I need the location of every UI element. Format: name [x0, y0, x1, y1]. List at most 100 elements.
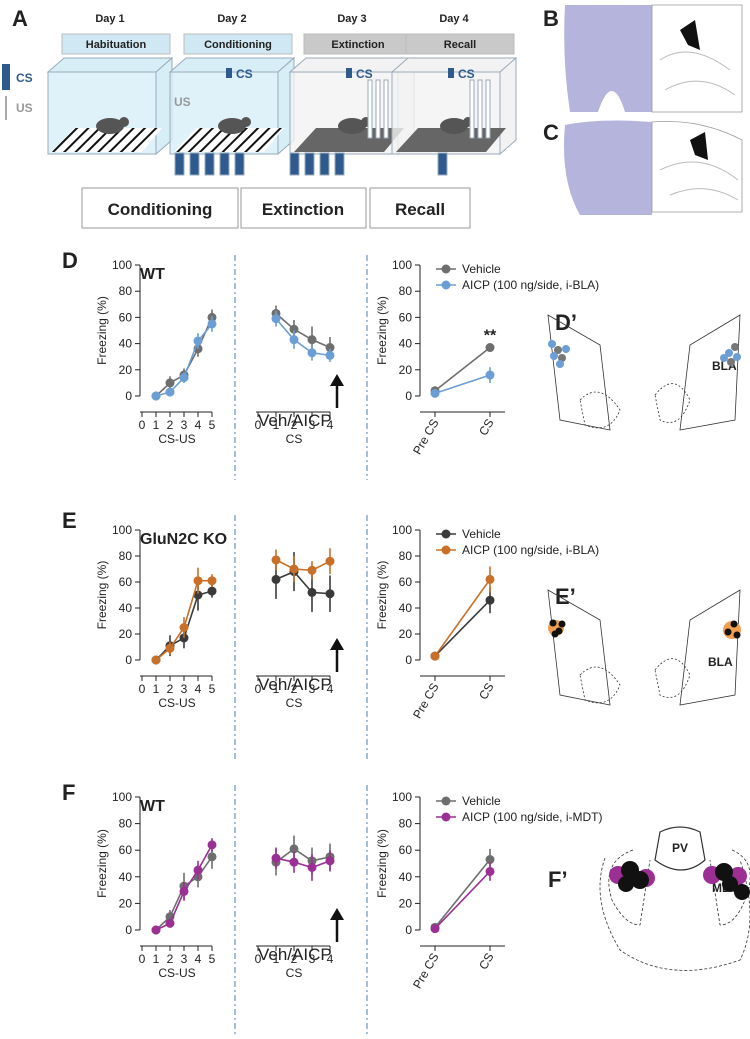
- session-box: [81, 187, 239, 229]
- y-tick-label: 60: [119, 575, 133, 589]
- y-tick-label: 80: [119, 549, 133, 563]
- wall-insert: [383, 79, 389, 139]
- y-tick-label: 20: [119, 896, 133, 910]
- day-label: Day 2: [217, 13, 246, 25]
- data-point: [179, 886, 189, 896]
- mouse: [218, 118, 246, 134]
- x-tick-label: 1: [273, 952, 280, 966]
- cs-tag: CS: [356, 67, 373, 81]
- panel-label: C: [543, 120, 559, 145]
- phase-label: Conditioning: [204, 39, 272, 51]
- x-tick-label: 2: [167, 952, 174, 966]
- placements: [548, 340, 741, 368]
- data-point: [307, 862, 317, 872]
- x-axis-label: CS-US: [158, 696, 195, 710]
- data-point: [289, 844, 299, 854]
- data-point: [485, 855, 495, 865]
- legend-label: US: [16, 101, 33, 115]
- y-tick-label: 80: [399, 549, 413, 563]
- data-point: [193, 865, 203, 875]
- x-tick-label: 4: [327, 418, 334, 432]
- y-axis-label: Freezing (%): [95, 829, 109, 898]
- y-tick-label: 0: [405, 389, 412, 403]
- panel-label: D: [62, 248, 78, 273]
- y-tick-label: 20: [399, 627, 413, 641]
- data-point: [485, 343, 495, 353]
- data-point: [271, 314, 281, 324]
- placements: [609, 861, 750, 900]
- series-line: [275, 570, 331, 595]
- y-tick-label: 20: [119, 363, 133, 377]
- series-line: [434, 578, 491, 657]
- y-tick-label: 100: [392, 790, 412, 804]
- phase-label: Recall: [444, 39, 476, 51]
- legend-marker: [441, 264, 451, 274]
- mouse-head: [119, 117, 129, 127]
- panel-f-prime: F’ PV MDT: [548, 826, 750, 971]
- series-line: [275, 857, 331, 869]
- mouse: [440, 118, 468, 134]
- region-label: BLA: [708, 655, 733, 669]
- tone: [219, 152, 230, 176]
- histology: [564, 5, 652, 112]
- data-point: [193, 590, 203, 600]
- y-tick-label: 0: [405, 923, 412, 937]
- legend-marker: [441, 545, 451, 555]
- y-tick-label: 100: [112, 790, 132, 804]
- dividers: [234, 255, 368, 1035]
- x-tick-label: CS: [476, 681, 496, 702]
- tone: [234, 152, 245, 176]
- data-point: [289, 324, 299, 334]
- x-tick-label: 3: [309, 682, 316, 696]
- legend-label: AICP (100 ng/side, i-MDT): [462, 810, 603, 824]
- y-tick-label: 40: [399, 337, 413, 351]
- y-tick-label: 80: [399, 817, 413, 831]
- session-box: [369, 187, 471, 229]
- panel-label: F: [62, 780, 75, 805]
- atlas: [651, 4, 743, 113]
- data-point: [271, 574, 281, 584]
- phase-box: [61, 33, 171, 55]
- atlas: [651, 121, 743, 213]
- mouse: [96, 118, 124, 134]
- y-tick-label: 100: [112, 523, 132, 537]
- panel-c: C: [543, 120, 743, 215]
- annotation: WT: [140, 798, 165, 815]
- floor: [174, 128, 284, 152]
- x-tick-label: 2: [167, 418, 174, 432]
- legend-marker: [441, 529, 451, 539]
- annotation: WT: [140, 266, 165, 283]
- x-tick-label: 3: [181, 682, 188, 696]
- x-tick-label: CS: [476, 951, 496, 972]
- y-tick-label: 60: [399, 310, 413, 324]
- tone: [334, 152, 345, 176]
- region-label: PV: [672, 841, 688, 855]
- data-point: [207, 840, 217, 850]
- x-tick-label: 1: [153, 952, 160, 966]
- series-line: [155, 323, 213, 397]
- apparatus: Day 1 Habituation Day 2 Conditioning CS US Day…: [46, 13, 518, 176]
- panel-label: A: [12, 6, 28, 31]
- legend-label: Vehicle: [462, 527, 501, 541]
- mouse-head: [241, 117, 251, 127]
- annotation: Veh/AICP: [258, 945, 332, 964]
- x-axis-label: CS-US: [158, 966, 195, 980]
- data-point: [289, 335, 299, 345]
- y-axis-label: Freezing (%): [375, 561, 389, 630]
- speaker: [448, 68, 454, 78]
- wall-insert: [367, 79, 373, 139]
- y-tick-label: 80: [119, 817, 133, 831]
- x-tick-label: 3: [309, 418, 316, 432]
- sessions: Conditioning Extinction Recall: [81, 187, 471, 229]
- panel-b: B: [543, 4, 743, 113]
- legend-marker: [441, 796, 451, 806]
- x-tick-label: 3: [181, 952, 188, 966]
- y-axis-label: Freezing (%): [95, 296, 109, 365]
- x-tick-label: 0: [255, 952, 262, 966]
- x-tick-label: 1: [273, 682, 280, 696]
- data-point: [179, 373, 189, 383]
- session-label: Conditioning: [108, 200, 213, 219]
- cs-tag: CS: [458, 67, 475, 81]
- day-label: Day 3: [337, 13, 366, 25]
- x-tick-label: 5: [209, 418, 216, 432]
